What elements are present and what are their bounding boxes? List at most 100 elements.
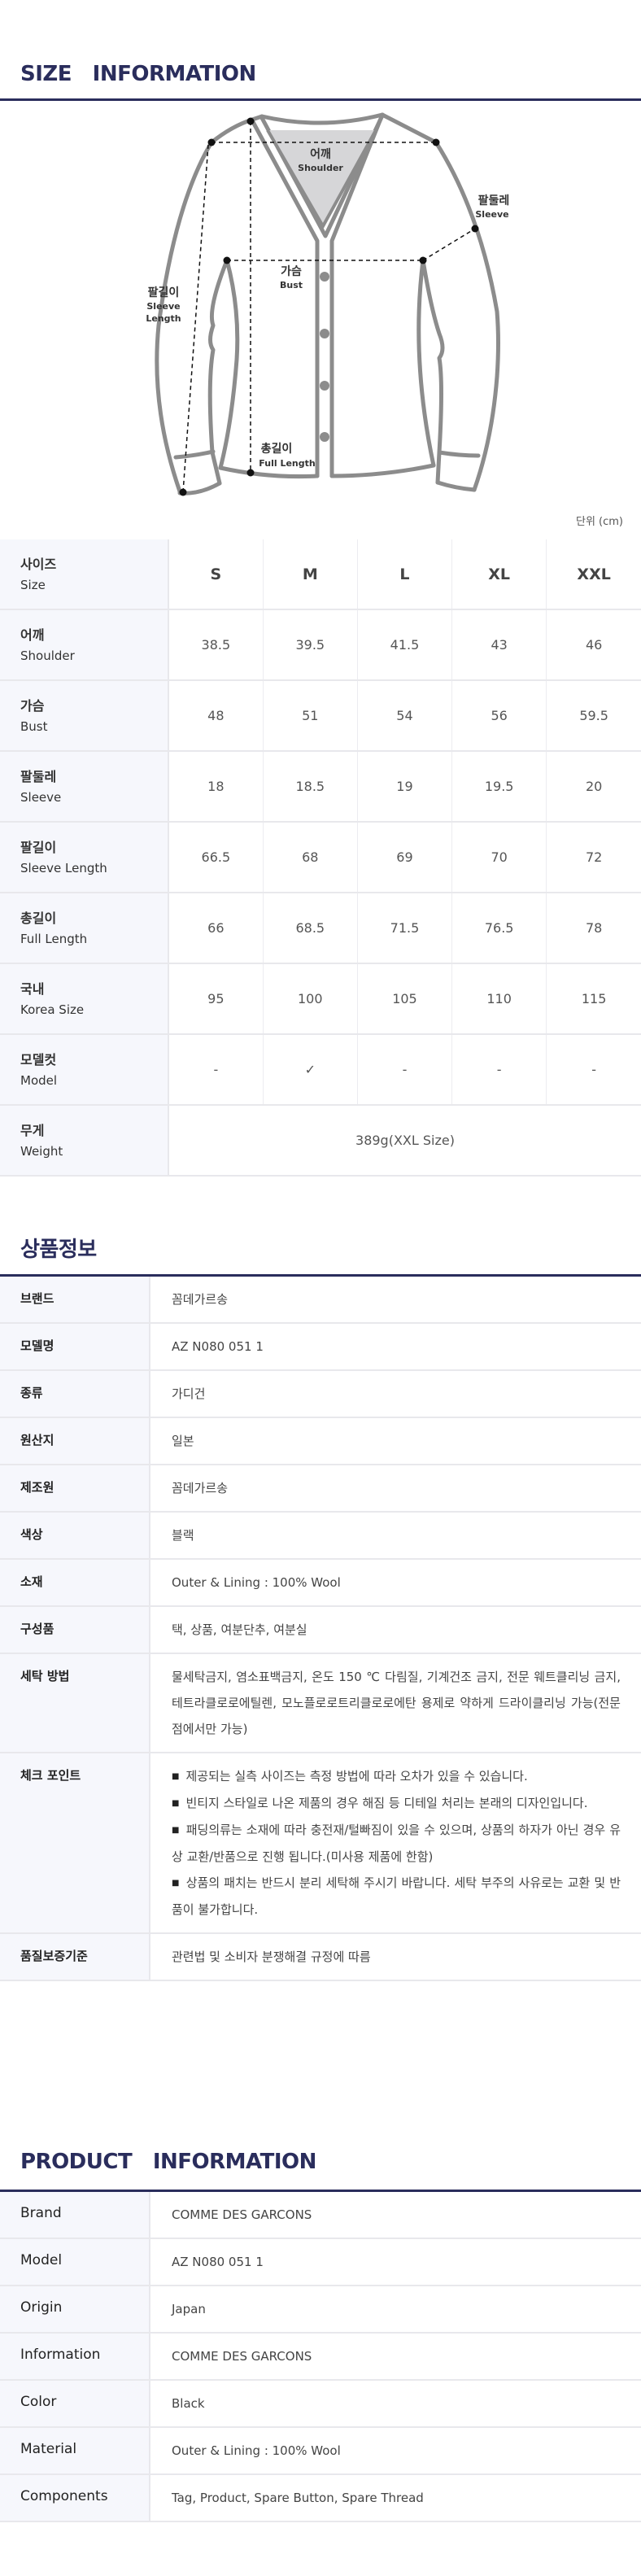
size-value-xxl: 20: [546, 751, 641, 823]
measurement-points: [179, 117, 479, 496]
sleeve-measure-line: [422, 228, 476, 261]
bust-label-en: Bust: [280, 280, 303, 290]
size-col-l: L: [357, 539, 453, 610]
size-row: 가슴 Bust 48 51 54 56 59.5: [0, 680, 641, 752]
label-ko: 팔길이: [20, 839, 57, 855]
button-icon: [320, 381, 329, 391]
row-value: COMME DES GARCONS: [150, 2333, 641, 2381]
label-en: Sleeve Length: [20, 860, 107, 875]
cardigan-measurement-diagram: 어깨 Shoulder 팔둘레 Sleeve 가슴 Bust 팔길이 Sleev…: [146, 112, 509, 496]
row-value: 관련법 및 소비자 분쟁해결 규정에 따름: [150, 1933, 641, 1981]
size-value-xl: 70: [451, 822, 547, 893]
size-value-xl: 76.5: [451, 893, 547, 964]
row-label: 원산지: [0, 1417, 150, 1465]
info-row: 원산지 일본: [0, 1417, 641, 1465]
title-divider: [0, 1274, 641, 1277]
row-value: 꼼데가르송: [150, 1277, 641, 1324]
size-value-m: 39.5: [263, 609, 358, 681]
size-value-s: 95: [168, 963, 264, 1035]
label-en: Shoulder: [20, 648, 75, 663]
square-bullet-icon: ■: [172, 1879, 180, 1888]
size-header-row: 사이즈 Size S M L XL XXL: [0, 539, 641, 610]
size-value-s: 66.5: [168, 822, 264, 893]
size-value-xl: 43: [451, 609, 547, 681]
title-divider: [0, 2190, 641, 2192]
size-value-s: 66: [168, 893, 264, 964]
info-row: 제조원 꼼데가르송: [0, 1465, 641, 1513]
label-ko: 팔둘레: [20, 768, 57, 784]
product-info-ko-title: 상품정보: [20, 1238, 97, 1262]
checkpoint-item: ■ 패딩의류는 소재에 따라 충전재/털빠짐이 있을 수 있으며, 상품의 하자가…: [172, 1817, 621, 1870]
row-value: Outer & Lining : 100% Wool: [150, 1559, 641, 1607]
row-value: AZ N080 051 1: [150, 1323, 641, 1371]
size-value-s: 48: [168, 680, 264, 752]
size-value-s: 18: [168, 751, 264, 823]
row-label: 가슴 Bust: [0, 680, 169, 752]
row-label: 총길이 Full Length: [0, 893, 169, 964]
checkpoint-list: ■ 제공되는 실측 사이즈는 측정 방법에 따라 오차가 있을 수 있습니다. ■ 빈…: [150, 1753, 641, 1934]
row-label: Information: [0, 2333, 150, 2381]
size-col-xl: XL: [451, 539, 547, 610]
sleeve-length-label-ko: 팔길이: [148, 286, 180, 299]
size-row: 모델컷 Model - ✓ - - -: [0, 1034, 641, 1106]
inner-neck-fill: [268, 130, 376, 226]
cardigan-buttons: [320, 272, 329, 442]
size-value-xxl: 78: [546, 893, 641, 964]
row-label: 제조원: [0, 1465, 150, 1513]
checkpoint-item: ■ 제공되는 실측 사이즈는 측정 방법에 따라 오차가 있을 수 있습니다.: [172, 1763, 621, 1790]
label-en: Sleeve: [20, 789, 62, 805]
info-row: Components Tag, Product, Spare Button, Sp…: [0, 2474, 641, 2522]
button-icon: [320, 329, 329, 338]
size-value-xxl: 72: [546, 822, 641, 893]
size-value-m: 100: [263, 963, 358, 1035]
checkpoint-row: 체크 포인트 ■ 제공되는 실측 사이즈는 측정 방법에 따라 오차가 있을 수 …: [0, 1753, 641, 1934]
size-row: 국내 Korea Size 95 100 105 110 115: [0, 963, 641, 1035]
size-value-l: 19: [357, 751, 453, 823]
size-value-xl: -: [451, 1034, 547, 1106]
size-value-m: 68.5: [263, 893, 358, 964]
product-info-ko-table: 브랜드 꼼데가르송 모델명 AZ N080 051 1 종류 가디건 원산지 일본 제조원 꼼데가…: [0, 1277, 641, 1981]
size-value-m: 68: [263, 822, 358, 893]
size-value-s: 38.5: [168, 609, 264, 681]
size-value-xxl: -: [546, 1034, 641, 1106]
row-value: 물세탁금지, 염소표백금지, 온도 150 ℃ 다림질, 기계건조 금지, 전문…: [150, 1653, 641, 1753]
row-label: 색상: [0, 1512, 150, 1560]
label-ko: 총길이: [20, 910, 57, 926]
button-icon: [320, 272, 329, 282]
size-value-l: 71.5: [357, 893, 453, 964]
size-value-xl: 56: [451, 680, 547, 752]
info-row: Material Outer & Lining : 100% Wool: [0, 2427, 641, 2475]
checkpoint-text: 상품의 패치는 반드시 분리 세탁해 주시기 바랍니다. 세탁 부주의 사유로는…: [172, 1875, 621, 1917]
shoulder-label-ko: 어깨: [310, 147, 331, 161]
size-col-m: M: [263, 539, 358, 610]
full-length-label-ko: 총길이: [261, 442, 293, 456]
measurement-lines: [182, 121, 476, 493]
size-value-m: 51: [263, 680, 358, 752]
row-label: Brand: [0, 2192, 150, 2239]
info-row: Origin Japan: [0, 2286, 641, 2334]
info-row: Model AZ N080 051 1: [0, 2238, 641, 2286]
checkpoint-text: 빈티지 스타일로 나온 제품의 경우 해짐 등 디테일 처리는 본래의 디자인입…: [185, 1796, 588, 1810]
checkpoint-item: ■ 빈티지 스타일로 나온 제품의 경우 해짐 등 디테일 처리는 본래의 디자인…: [172, 1790, 621, 1817]
size-value-l: 105: [357, 963, 453, 1035]
row-label: Components: [0, 2474, 150, 2522]
row-value: Tag, Product, Spare Button, Spare Thread: [150, 2474, 641, 2522]
size-value-s: -: [168, 1034, 264, 1106]
info-row: 색상 블랙: [0, 1512, 641, 1560]
label-en: Full Length: [20, 931, 88, 946]
square-bullet-icon: ■: [172, 1799, 180, 1808]
label-en: Weight: [20, 1143, 63, 1159]
square-bullet-icon: ■: [172, 1772, 180, 1781]
row-label: 구성품: [0, 1606, 150, 1654]
size-value-xxl: 46: [546, 609, 641, 681]
info-row: 브랜드 꼼데가르송: [0, 1277, 641, 1324]
size-value-m: ✓: [263, 1034, 358, 1106]
bust-label-ko: 가슴: [281, 265, 302, 278]
row-value: Japan: [150, 2286, 641, 2334]
row-label: 모델명: [0, 1323, 150, 1371]
cardigan-outline: [155, 112, 500, 496]
row-value: 일본: [150, 1417, 641, 1465]
info-row: Information COMME DES GARCONS: [0, 2333, 641, 2381]
sleeve-label-en: Sleeve: [475, 209, 508, 220]
row-label: 종류: [0, 1370, 150, 1418]
